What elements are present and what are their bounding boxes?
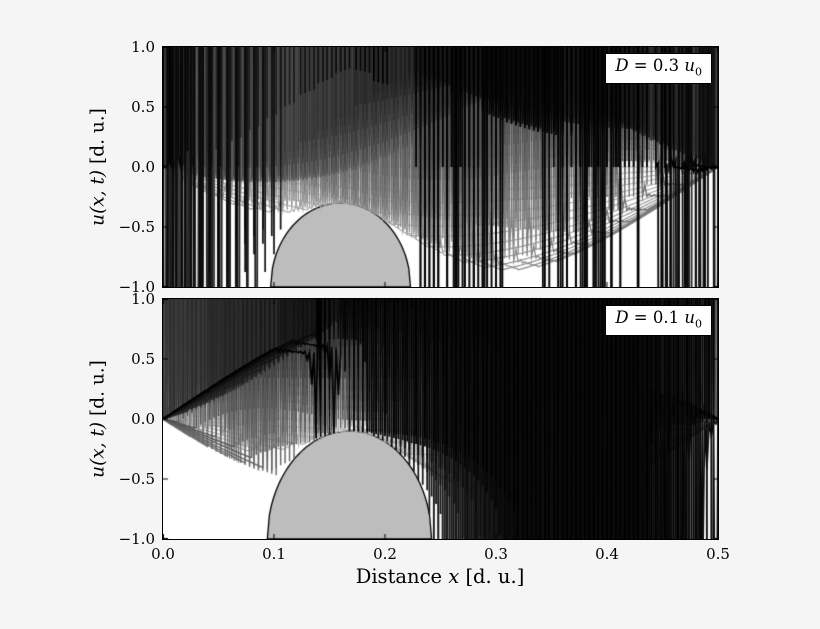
- annotation-subscript: 0: [695, 317, 702, 331]
- y-tick-label: 0.5: [131, 350, 155, 368]
- y-tick-label: 1.0: [131, 290, 155, 308]
- wave-plot-canvas-bottom: [163, 299, 718, 539]
- annotation-u-symbol: u: [684, 308, 695, 327]
- x-axis-label-text: Distance: [355, 565, 449, 588]
- x-axis-label-units: [d. u.]: [459, 565, 525, 588]
- x-tick-label: 0.4: [595, 545, 619, 563]
- annotation-value: = 0.3: [628, 56, 685, 75]
- x-tick-label: 0.2: [373, 545, 397, 563]
- y-tick-label: 0.0: [131, 158, 155, 176]
- annotation-subscript: 0: [695, 65, 702, 79]
- y-tick-label: −1.0: [118, 278, 155, 296]
- annotation-box-bottom: D = 0.1 u0: [605, 305, 712, 337]
- axes-panel-bottom: D = 0.1 u0: [162, 298, 719, 540]
- x-tick-label: 0.5: [706, 545, 730, 563]
- x-tick-label: 0.0: [151, 545, 175, 563]
- annotation-u-symbol: u: [684, 56, 695, 75]
- annotation-d-symbol: D: [615, 56, 629, 75]
- y-tick-label: −1.0: [118, 530, 155, 548]
- y-tick-label: −0.5: [118, 470, 155, 488]
- axes-panel-top: D = 0.3 u0: [162, 46, 719, 288]
- annotation-d-symbol: D: [615, 308, 629, 327]
- x-tick-label: 0.1: [262, 545, 286, 563]
- x-axis-label-math: x: [448, 565, 460, 588]
- y-tick-label: 1.0: [131, 38, 155, 56]
- y-tick-label: −0.5: [118, 218, 155, 236]
- y-tick-label: 0.5: [131, 98, 155, 116]
- wave-plot-canvas-top: [163, 47, 718, 287]
- annotation-value: = 0.1: [628, 308, 685, 327]
- annotation-box-top: D = 0.3 u0: [605, 53, 712, 85]
- x-axis-label: Distance x [d. u.]: [270, 565, 610, 588]
- y-tick-label: 0.0: [131, 410, 155, 428]
- x-tick-label: 0.3: [484, 545, 508, 563]
